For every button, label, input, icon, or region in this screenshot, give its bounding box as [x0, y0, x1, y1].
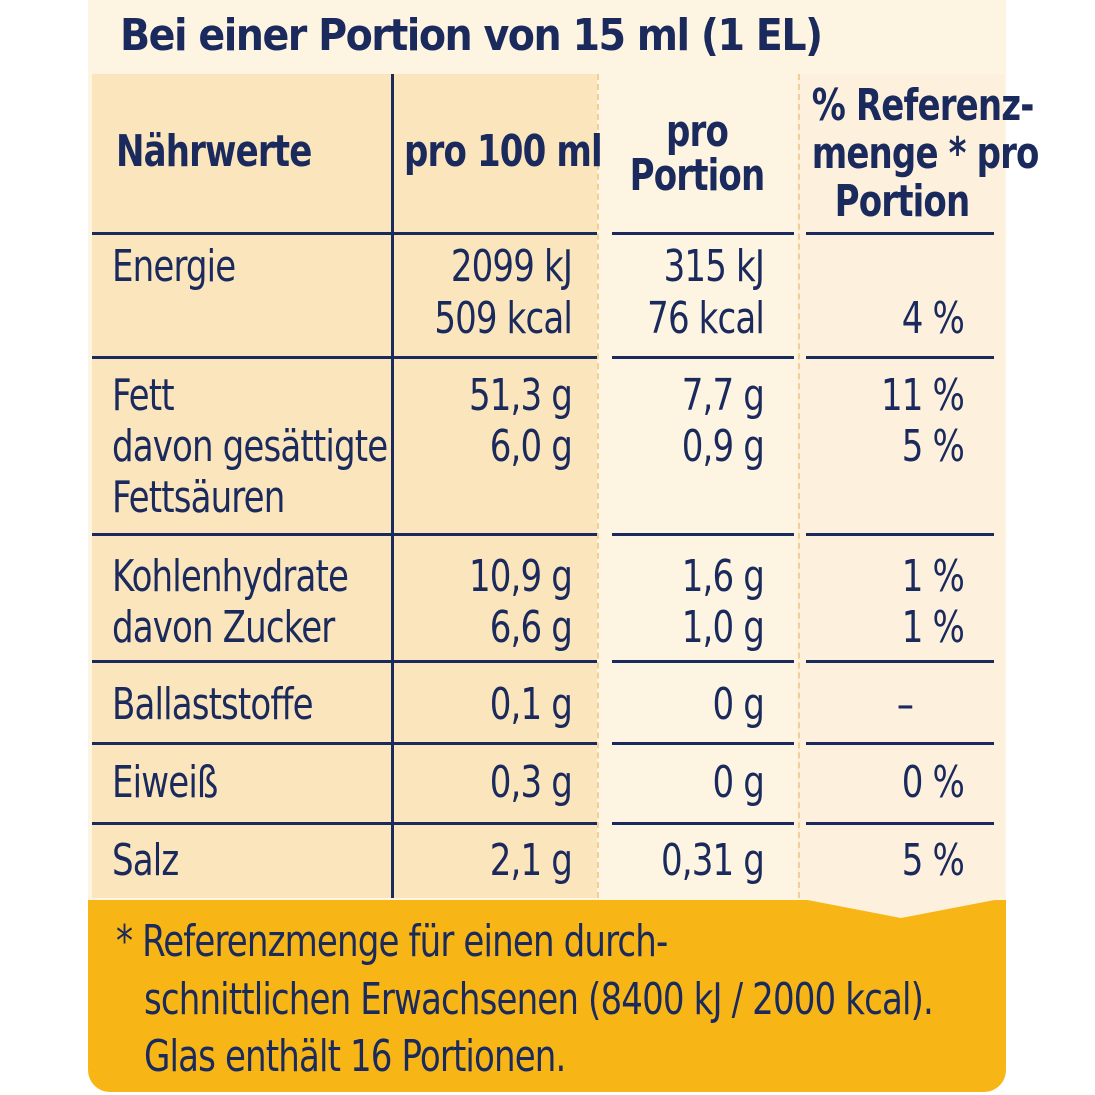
fett-per-100ml: 51,3 g: [468, 370, 573, 421]
ballaststoffe-per-100ml: 0,1 g: [489, 679, 573, 730]
label-gesaettigte: davon gesättigte: [112, 421, 388, 472]
gesaettigte-per-100ml: 6,0 g: [489, 421, 573, 472]
row-divider-2c: [806, 533, 994, 536]
row-divider-1c: [806, 356, 994, 359]
kohlenhydrate-per-portion: 1,6 g: [681, 551, 765, 602]
row-divider-4a: [92, 742, 597, 745]
footer-notch: [797, 898, 1005, 918]
column-divider-1: [391, 74, 394, 898]
row-divider-header-b: [612, 232, 794, 235]
eiweiss-per-100ml: 0,3 g: [489, 757, 573, 808]
row-divider-3a: [92, 660, 597, 663]
row-divider-header-c: [806, 232, 994, 235]
label-fettsaeuren: Fettsäuren: [112, 472, 285, 523]
header-naehrwerte: Nährwerte: [116, 126, 312, 177]
kohlenhydrate-reference: 1 %: [901, 551, 965, 602]
row-divider-5c: [806, 822, 994, 825]
row-divider-2b: [612, 533, 794, 536]
fett-reference: 11 %: [880, 370, 965, 421]
eiweiss-per-portion: 0 g: [712, 757, 764, 808]
label-eiweiss: Eiweiß: [112, 757, 218, 808]
footnote-line-2: schnittlichen Erwachsenen (8400 kJ / 200…: [144, 974, 934, 1025]
label-fett: Fett: [112, 370, 175, 421]
header-reference-line3: Portion: [834, 176, 971, 227]
row-divider-header-a: [92, 232, 597, 235]
footnote-box: [88, 900, 1006, 1092]
header-reference-line1: % Referenz-: [811, 80, 1035, 131]
row-divider-3c: [806, 660, 994, 663]
row-divider-5a: [92, 822, 597, 825]
label-salz: Salz: [112, 835, 179, 886]
energie-per-100ml-kcal: 509 kcal: [434, 293, 573, 344]
header-per-100ml: pro 100 ml: [404, 126, 603, 177]
footnote-line-3: Glas enthält 16 Portionen.: [144, 1031, 566, 1082]
kohlenhydrate-per-100ml: 10,9 g: [468, 551, 573, 602]
serving-title: Bei einer Portion von 15 ml (1 EL): [120, 10, 823, 61]
energie-reference: 4 %: [901, 293, 965, 344]
gesaettigte-per-portion: 0,9 g: [681, 421, 765, 472]
label-zucker: davon Zucker: [112, 602, 335, 653]
row-divider-1a: [92, 356, 597, 359]
reference-column-background: [797, 74, 1004, 898]
row-divider-1b: [612, 356, 794, 359]
column-divider-2: [597, 74, 599, 898]
row-divider-5b: [612, 822, 794, 825]
gesaettigte-reference: 5 %: [901, 421, 965, 472]
per-portion-column-background: [597, 74, 797, 898]
energie-per-portion-kj: 315 kJ: [663, 241, 765, 292]
salz-per-portion: 0,31 g: [660, 835, 765, 886]
eiweiss-reference: 0 %: [901, 757, 965, 808]
salz-per-100ml: 2,1 g: [489, 835, 573, 886]
fett-per-portion: 7,7 g: [681, 370, 765, 421]
label-energie: Energie: [112, 241, 236, 292]
row-divider-2a: [92, 533, 597, 536]
salz-reference: 5 %: [901, 835, 965, 886]
row-divider-4b: [612, 742, 794, 745]
row-divider-3b: [612, 660, 794, 663]
per-100ml-column-background: [92, 74, 597, 898]
ballaststoffe-reference: –: [896, 679, 914, 730]
row-divider-4c: [806, 742, 994, 745]
energie-per-100ml-kj: 2099 kJ: [450, 241, 573, 292]
zucker-reference: 1 %: [901, 602, 965, 653]
column-divider-3: [798, 74, 800, 898]
header-reference-line2: menge * pro: [811, 128, 1040, 179]
header-per-portion-line1: pro: [665, 106, 729, 157]
footnote-line-1: * Referenzmenge für einen durch-: [116, 916, 668, 967]
header-per-portion-line2: Portion: [629, 150, 766, 201]
zucker-per-portion: 1,0 g: [681, 602, 765, 653]
label-kohlenhydrate: Kohlenhydrate: [112, 551, 349, 602]
energie-per-portion-kcal: 76 kcal: [647, 293, 765, 344]
zucker-per-100ml: 6,6 g: [489, 602, 573, 653]
label-ballaststoffe: Ballaststoffe: [112, 679, 314, 730]
ballaststoffe-per-portion: 0 g: [712, 679, 764, 730]
